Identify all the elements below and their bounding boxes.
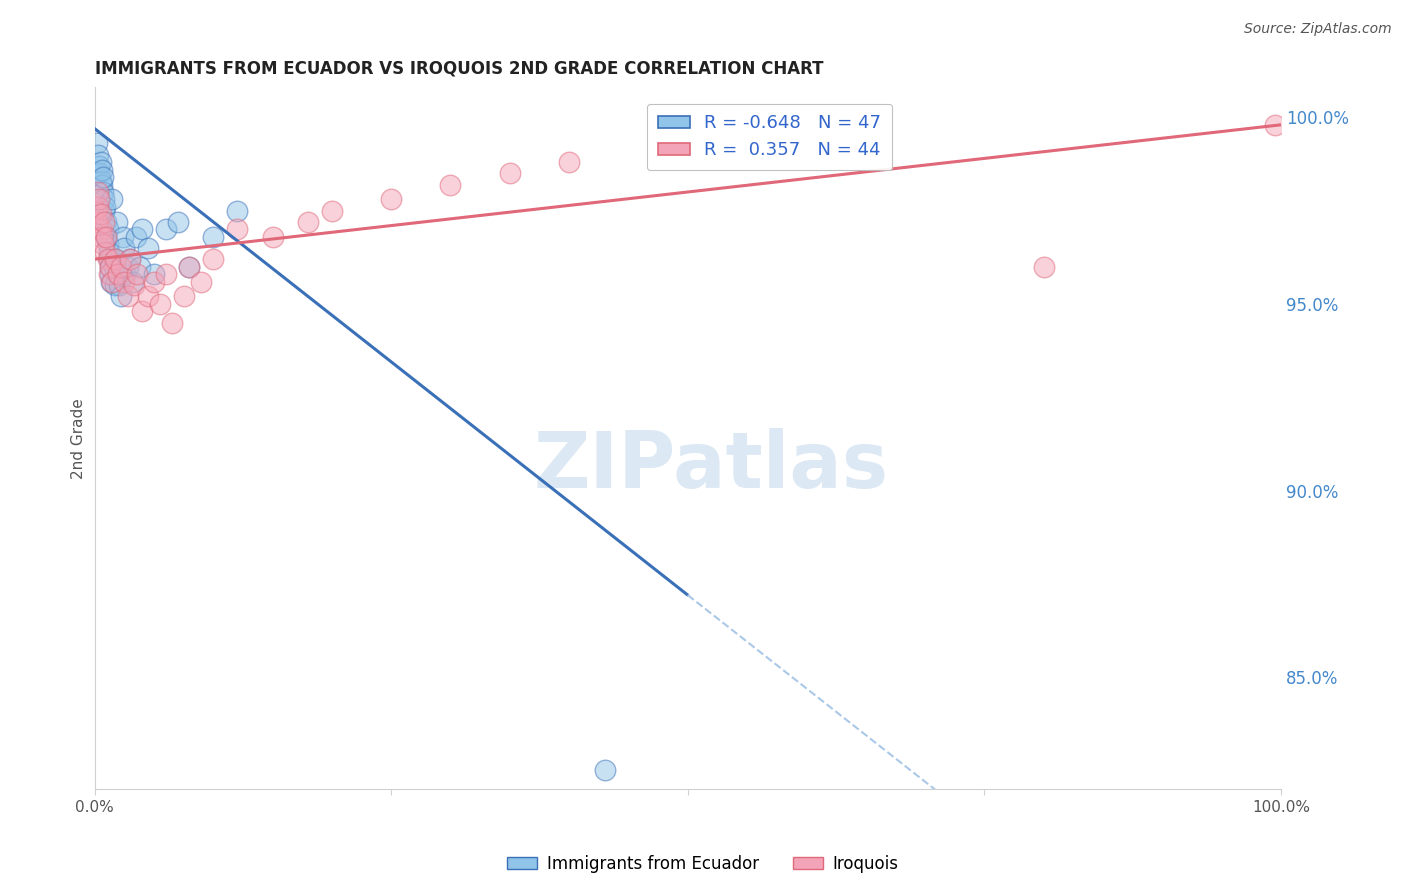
Point bbox=[1032, 260, 1054, 274]
Point bbox=[101, 193, 124, 207]
Point bbox=[166, 215, 188, 229]
Point bbox=[96, 229, 118, 244]
Point bbox=[86, 215, 108, 229]
Point bbox=[93, 215, 115, 229]
Point bbox=[127, 267, 149, 281]
Point bbox=[121, 275, 143, 289]
Point bbox=[226, 222, 249, 236]
Text: IMMIGRANTS FROM ECUADOR VS IROQUOIS 2ND GRADE CORRELATION CHART: IMMIGRANTS FROM ECUADOR VS IROQUOIS 2ND … bbox=[94, 60, 823, 78]
Point bbox=[90, 178, 112, 192]
Point bbox=[136, 289, 159, 303]
Point bbox=[103, 260, 125, 274]
Point bbox=[120, 252, 142, 267]
Point bbox=[558, 155, 581, 169]
Point bbox=[94, 244, 117, 259]
Point bbox=[96, 215, 118, 229]
Point bbox=[90, 162, 112, 177]
Point bbox=[499, 166, 522, 180]
Point bbox=[112, 229, 135, 244]
Point bbox=[110, 289, 132, 303]
Point bbox=[98, 260, 121, 274]
Point bbox=[98, 267, 121, 281]
Point bbox=[110, 260, 132, 274]
Point bbox=[89, 193, 111, 207]
Point bbox=[96, 229, 118, 244]
Point bbox=[173, 289, 195, 303]
Point bbox=[107, 267, 129, 281]
Point bbox=[1264, 118, 1286, 132]
Point bbox=[179, 260, 201, 274]
Point bbox=[321, 203, 343, 218]
Point bbox=[439, 178, 461, 192]
Point bbox=[89, 166, 111, 180]
Point bbox=[97, 237, 120, 252]
Point bbox=[142, 275, 165, 289]
Point bbox=[125, 229, 148, 244]
Point bbox=[84, 203, 107, 218]
Point bbox=[90, 229, 112, 244]
Legend: R = -0.648   N = 47, R =  0.357   N = 44: R = -0.648 N = 47, R = 0.357 N = 44 bbox=[647, 103, 893, 170]
Point bbox=[89, 207, 111, 221]
Point bbox=[104, 252, 127, 267]
Point bbox=[142, 267, 165, 281]
Point bbox=[122, 278, 145, 293]
Point bbox=[89, 174, 111, 188]
Point bbox=[131, 222, 153, 236]
Point bbox=[93, 193, 115, 207]
Point bbox=[86, 136, 108, 151]
Text: ZIPatlas: ZIPatlas bbox=[534, 428, 889, 504]
Point bbox=[117, 289, 139, 303]
Point bbox=[89, 155, 111, 169]
Point bbox=[112, 275, 135, 289]
Point bbox=[100, 275, 122, 289]
Point bbox=[114, 267, 136, 281]
Point bbox=[202, 229, 225, 244]
Point bbox=[89, 222, 111, 236]
Point bbox=[98, 260, 121, 274]
Point bbox=[101, 275, 124, 289]
Point bbox=[91, 237, 114, 252]
Point bbox=[87, 185, 110, 199]
Point bbox=[136, 241, 159, 255]
Point bbox=[380, 193, 402, 207]
Point bbox=[87, 147, 110, 161]
Point bbox=[155, 222, 177, 236]
Point bbox=[297, 215, 319, 229]
Point bbox=[104, 278, 127, 293]
Point bbox=[593, 764, 616, 778]
Point bbox=[179, 260, 201, 274]
Point bbox=[87, 200, 110, 214]
Legend: Immigrants from Ecuador, Iroquois: Immigrants from Ecuador, Iroquois bbox=[501, 848, 905, 880]
Point bbox=[97, 267, 120, 281]
Point bbox=[117, 260, 139, 274]
Point bbox=[97, 252, 120, 267]
Point bbox=[94, 200, 117, 214]
Point bbox=[120, 252, 142, 267]
Y-axis label: 2nd Grade: 2nd Grade bbox=[72, 398, 86, 479]
Point bbox=[149, 297, 172, 311]
Point bbox=[97, 244, 120, 259]
Point bbox=[97, 252, 120, 267]
Point bbox=[262, 229, 284, 244]
Point bbox=[128, 260, 150, 274]
Point bbox=[93, 203, 115, 218]
Point bbox=[190, 275, 212, 289]
Point bbox=[91, 185, 114, 199]
Point bbox=[112, 241, 135, 255]
Point bbox=[89, 159, 111, 173]
Point bbox=[202, 252, 225, 267]
Point bbox=[107, 267, 129, 281]
Point bbox=[131, 304, 153, 318]
Point bbox=[108, 278, 131, 293]
Point bbox=[226, 203, 249, 218]
Point bbox=[97, 222, 120, 236]
Point bbox=[91, 169, 114, 184]
Text: Source: ZipAtlas.com: Source: ZipAtlas.com bbox=[1244, 22, 1392, 37]
Point bbox=[155, 267, 177, 281]
Point bbox=[160, 316, 183, 330]
Point bbox=[105, 215, 128, 229]
Point bbox=[104, 252, 127, 267]
